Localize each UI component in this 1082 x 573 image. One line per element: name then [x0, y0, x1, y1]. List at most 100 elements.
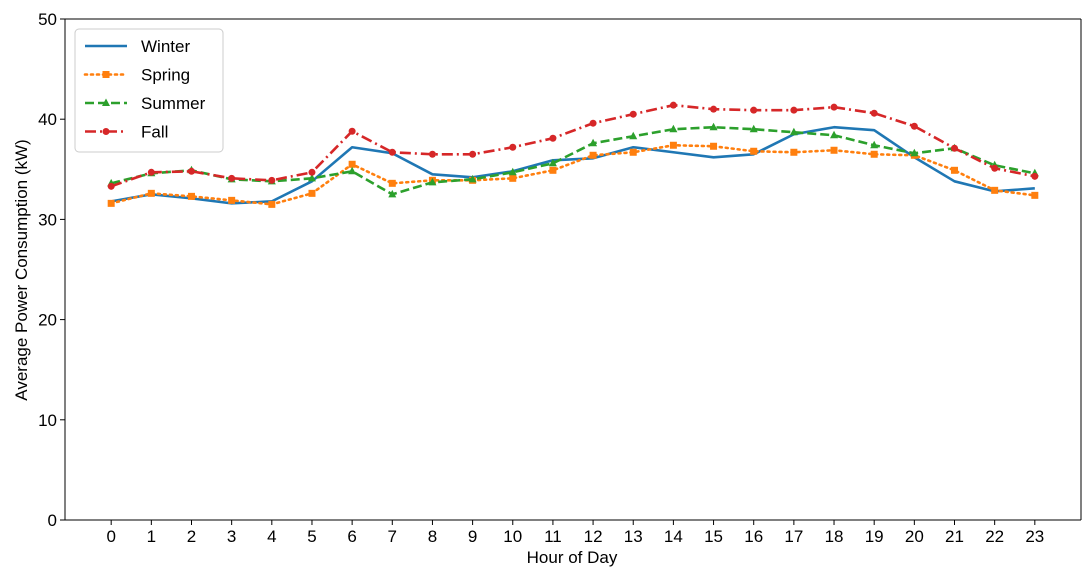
data-point	[228, 196, 236, 204]
series-group	[107, 101, 1039, 208]
y-tick-label: 30	[38, 210, 57, 229]
y-tick-label: 10	[38, 411, 57, 430]
data-point	[589, 119, 597, 127]
legend-label: Summer	[141, 94, 206, 113]
data-point	[469, 150, 477, 158]
y-tick-label: 40	[38, 110, 57, 129]
data-point	[629, 148, 637, 156]
data-point	[348, 166, 357, 175]
x-tick-label: 4	[267, 527, 276, 546]
series-spring	[107, 141, 1039, 208]
x-tick-label: 7	[388, 527, 397, 546]
data-point	[308, 189, 316, 197]
data-point	[509, 143, 517, 151]
data-point	[709, 122, 718, 131]
x-tick-label: 21	[945, 527, 964, 546]
legend: Winter Spring Summer Fall	[74, 28, 224, 153]
data-point	[428, 177, 437, 186]
data-point	[589, 138, 598, 147]
data-point	[669, 101, 677, 109]
x-tick-label: 13	[624, 527, 643, 546]
data-point	[268, 200, 276, 208]
data-point	[669, 141, 677, 149]
y-tick-label: 20	[38, 311, 57, 330]
data-point	[669, 124, 678, 133]
x-tick-label: 3	[227, 527, 236, 546]
data-point	[1031, 172, 1039, 180]
data-point	[549, 166, 557, 174]
legend-label: Winter	[141, 37, 190, 56]
data-point	[991, 164, 999, 172]
data-point	[508, 167, 517, 176]
data-point	[388, 189, 397, 198]
data-point	[102, 71, 110, 78]
data-point	[749, 124, 758, 133]
data-point	[388, 179, 396, 187]
x-axis-label: Hour of Day	[527, 548, 618, 567]
x-tick-label: 12	[584, 527, 603, 546]
data-point	[548, 158, 557, 167]
x-tick-label: 2	[187, 527, 196, 546]
legend-item: Fall	[85, 123, 168, 142]
x-tick-label: 5	[307, 527, 316, 546]
x-tick-label: 14	[664, 527, 683, 546]
legend-label: Fall	[141, 123, 168, 142]
series-winter	[110, 125, 1035, 205]
data-point	[629, 131, 638, 140]
data-point	[468, 174, 477, 183]
x-tick-label: 17	[784, 527, 803, 546]
x-tick-label: 16	[744, 527, 763, 546]
data-point	[629, 110, 637, 118]
data-point	[951, 144, 959, 152]
data-point	[107, 199, 115, 207]
data-point	[509, 174, 517, 182]
data-point	[102, 98, 110, 106]
data-point	[789, 127, 798, 136]
data-point	[870, 150, 878, 158]
data-point	[589, 151, 597, 159]
data-point	[750, 106, 758, 114]
data-point	[348, 127, 356, 135]
data-point	[830, 130, 839, 139]
data-point	[187, 192, 195, 200]
data-point	[910, 148, 919, 157]
y-tick-label: 50	[38, 10, 57, 29]
series-fall	[107, 101, 1039, 190]
legend-item: Spring	[83, 66, 190, 85]
data-point	[102, 128, 110, 135]
data-point	[428, 150, 436, 158]
legend-item: Winter	[85, 37, 190, 56]
x-tick-label: 19	[865, 527, 884, 546]
x-tick-label: 1	[147, 527, 156, 546]
data-point	[107, 182, 115, 190]
series-line	[110, 125, 1035, 205]
data-point	[348, 160, 356, 168]
data-point	[790, 148, 798, 156]
legend-box	[74, 28, 224, 153]
data-point	[307, 173, 316, 182]
x-tick-label: 10	[503, 527, 522, 546]
x-tick-label: 8	[428, 527, 437, 546]
x-tick-label: 15	[704, 527, 723, 546]
legend-item: Summer	[85, 94, 206, 113]
data-point	[910, 122, 918, 130]
data-point	[830, 103, 838, 111]
data-point	[268, 176, 276, 184]
data-point	[1031, 191, 1039, 199]
series-line	[109, 143, 1037, 206]
x-tick-label: 22	[985, 527, 1004, 546]
x-tick-label: 20	[905, 527, 924, 546]
data-point	[388, 148, 396, 156]
series-line	[110, 125, 1036, 196]
data-point	[830, 146, 838, 154]
data-point	[187, 167, 195, 175]
y-axis-label: Average Power Consumption (kW)	[12, 139, 31, 400]
data-point	[147, 168, 155, 176]
x-tick-label: 23	[1025, 527, 1044, 546]
x-tick-label: 9	[468, 527, 477, 546]
data-point	[870, 109, 878, 117]
data-point	[951, 166, 959, 174]
